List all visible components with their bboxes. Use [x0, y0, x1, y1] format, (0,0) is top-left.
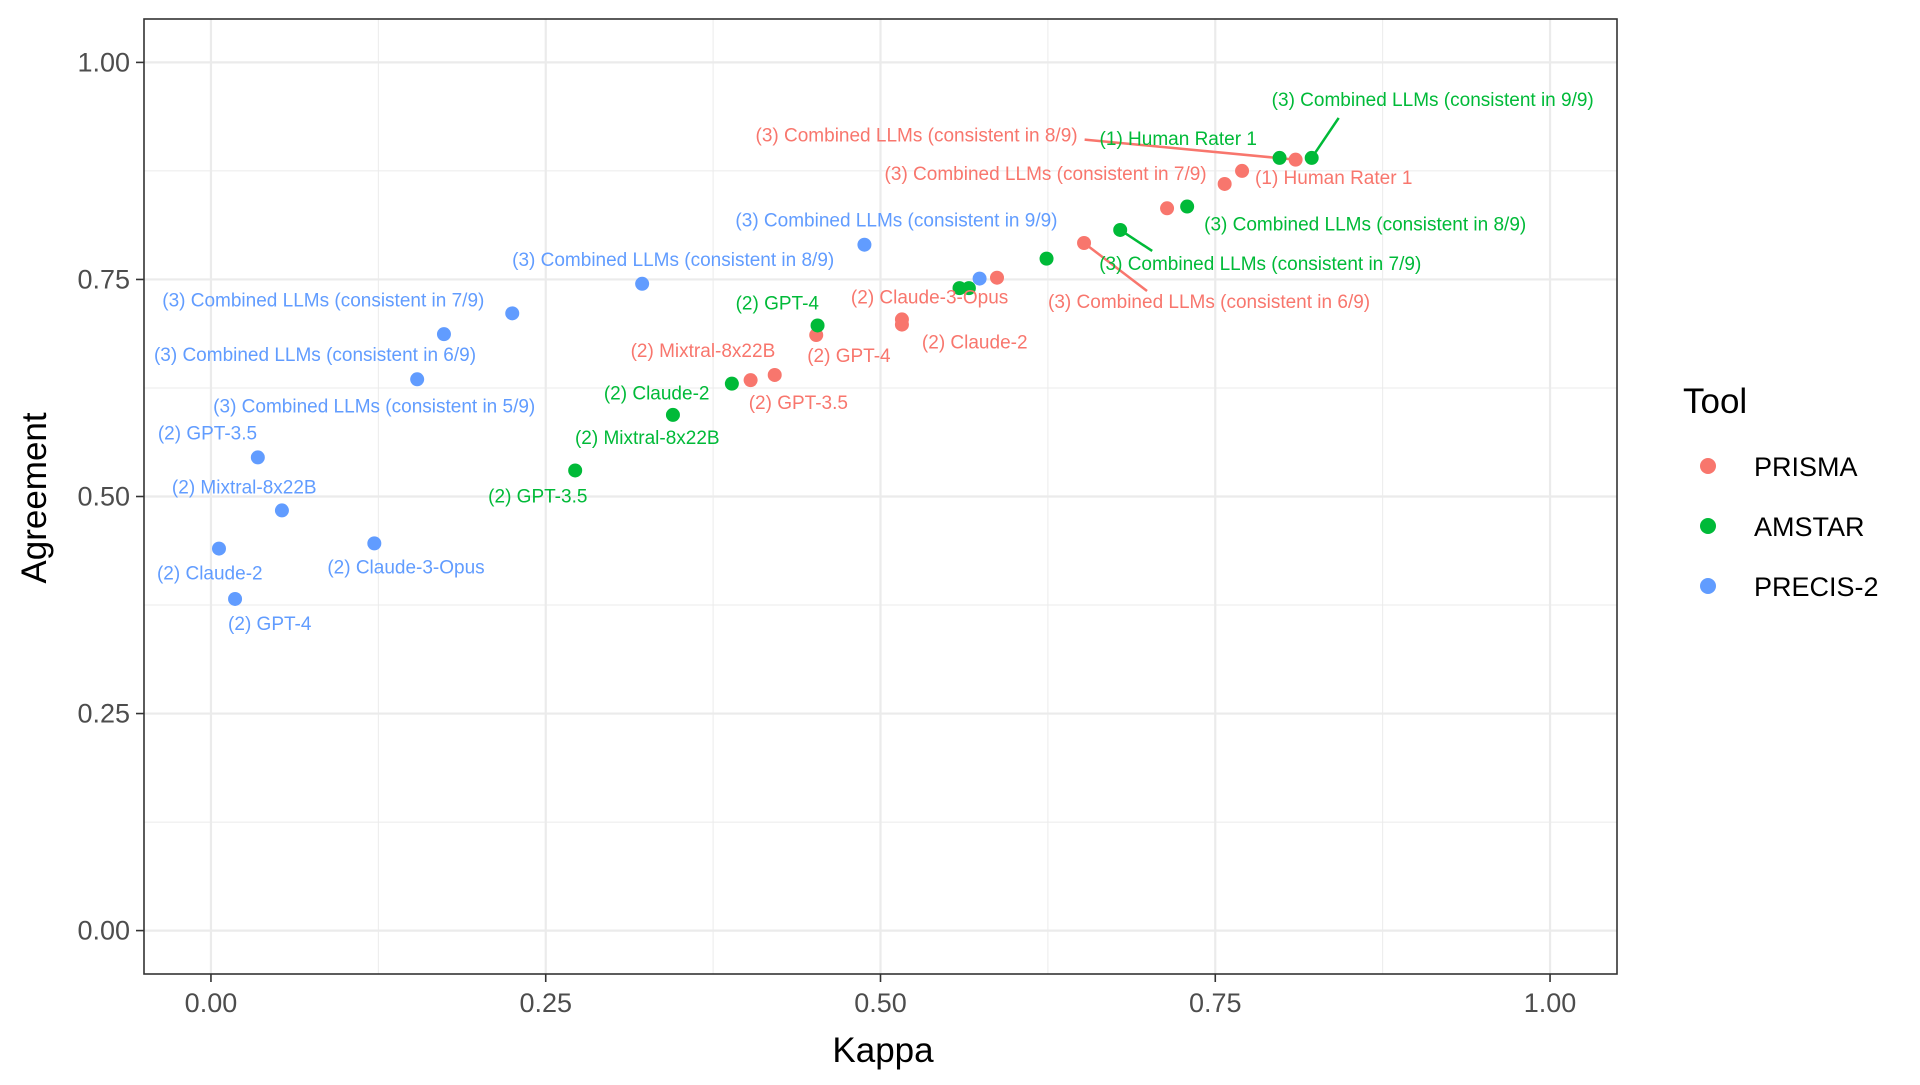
x-axis-title: Kappa [832, 1031, 934, 1070]
x-tick-label: 0.25 [519, 988, 572, 1018]
point-label: (2) Claude-3-Opus [327, 557, 484, 578]
x-tick-label: 0.75 [1189, 988, 1242, 1018]
data-point-amstar [1304, 150, 1319, 165]
legend-key-amstar [1700, 518, 1716, 534]
point-label: (2) GPT-4 [736, 293, 820, 314]
point-label: (3) Combined LLMs (consistent in 8/9) [512, 250, 834, 271]
data-point-amstar [1272, 150, 1287, 165]
point-label: (2) Claude-2 [922, 333, 1028, 354]
data-points [211, 150, 1319, 606]
y-tick-label: 0.25 [77, 699, 130, 729]
data-point-precis-2 [250, 450, 265, 465]
point-label: (2) Mixtral-8x22B [631, 341, 776, 362]
point-label: (3) Combined LLMs (consistent in 7/9) [162, 290, 484, 311]
x-tick-label: 0.00 [185, 988, 238, 1018]
grid-lines [144, 19, 1617, 974]
legend: Tool PRISMA AMSTAR PRECIS-2 [1683, 382, 1879, 602]
point-label: (2) Claude-2 [157, 564, 263, 585]
data-point-amstar [1113, 222, 1128, 237]
y-axis-title: Agreement [15, 412, 54, 583]
point-label: (2) GPT-4 [228, 614, 312, 635]
legend-key-precis-2 [1700, 578, 1716, 594]
point-label: (3) Combined LLMs (consistent in 9/9) [1272, 90, 1594, 111]
point-label: (3) Combined LLMs (consistent in 8/9) [1204, 215, 1526, 236]
point-label: (3) Combined LLMs (consistent in 7/9) [885, 164, 1207, 185]
point-label: (3) Combined LLMs (consistent in 9/9) [735, 211, 1057, 232]
point-label: (2) Claude-3-Opus [851, 287, 1008, 308]
data-point-prisma [1235, 163, 1250, 178]
y-tick-label: 0.00 [77, 916, 130, 946]
data-point-amstar [952, 281, 967, 296]
label-leader-line [1310, 117, 1340, 159]
data-point-precis-2 [274, 503, 289, 518]
data-point-amstar [810, 318, 825, 333]
data-point-precis-2 [857, 237, 872, 252]
data-point-prisma [1288, 152, 1303, 167]
x-tick-label: 0.50 [854, 988, 907, 1018]
point-label: (3) Combined LLMs (consistent in 7/9) [1099, 254, 1421, 275]
label-leader-line [1084, 138, 1296, 161]
data-point-prisma [1077, 235, 1092, 250]
data-point-precis-2 [635, 276, 650, 291]
data-point-amstar [568, 463, 583, 478]
point-label: (2) GPT-4 [807, 346, 891, 367]
legend-label: PRISMA [1754, 452, 1858, 482]
data-point-precis-2 [410, 372, 425, 387]
axes: Kappa Agreement 0.00 0.25 0.50 0.75 1.00 0.00… [15, 47, 1576, 1070]
point-label: (1) Human Rater 1 [1100, 129, 1257, 150]
data-point-prisma [767, 367, 782, 382]
data-point-amstar [724, 376, 739, 391]
data-point-precis-2 [211, 541, 226, 556]
data-point-precis-2 [228, 591, 243, 606]
data-point-prisma [1160, 201, 1175, 216]
point-label: (2) Mixtral-8x22B [172, 477, 317, 498]
data-point-precis-2 [436, 327, 451, 342]
y-tick-label: 0.50 [77, 482, 130, 512]
y-tick-label: 0.75 [77, 264, 130, 294]
legend-label: AMSTAR [1754, 512, 1865, 542]
x-tick-label: 1.00 [1524, 988, 1577, 1018]
point-label: (3) Combined LLMs (consistent in 8/9) [756, 126, 1078, 147]
point-label: (3) Combined LLMs (consistent in 6/9) [1048, 292, 1370, 313]
data-point-precis-2 [505, 306, 520, 321]
data-point-amstar [665, 407, 680, 422]
point-label: (3) Combined LLMs (consistent in 6/9) [154, 345, 476, 366]
label-leader-line [1083, 241, 1148, 292]
point-label: (1) Human Rater 1 [1255, 168, 1412, 189]
point-label: (2) Claude-2 [604, 384, 710, 405]
data-point-amstar [1039, 251, 1054, 266]
legend-key-prisma [1700, 458, 1716, 474]
data-point-prisma [894, 317, 909, 332]
data-point-amstar [1180, 199, 1195, 214]
data-point-precis-2 [367, 536, 382, 551]
legend-label: PRECIS-2 [1754, 572, 1879, 602]
point-label: (2) GPT-3.5 [158, 423, 257, 444]
point-label: (2) GPT-3.5 [488, 486, 587, 507]
data-point-prisma [1217, 176, 1232, 191]
point-labels: (1) Human Rater 1 (3) Combined LLMs (cons… [154, 90, 1594, 635]
data-point-precis-2 [972, 271, 987, 286]
point-label: (3) Combined LLMs (consistent in 5/9) [213, 396, 535, 417]
y-tick-label: 1.00 [77, 47, 130, 77]
legend-title: Tool [1683, 382, 1747, 421]
point-label: (2) Mixtral-8x22B [575, 428, 720, 449]
data-point-prisma [990, 270, 1005, 285]
point-label: (2) GPT-3.5 [749, 393, 848, 414]
data-point-prisma [743, 373, 758, 388]
